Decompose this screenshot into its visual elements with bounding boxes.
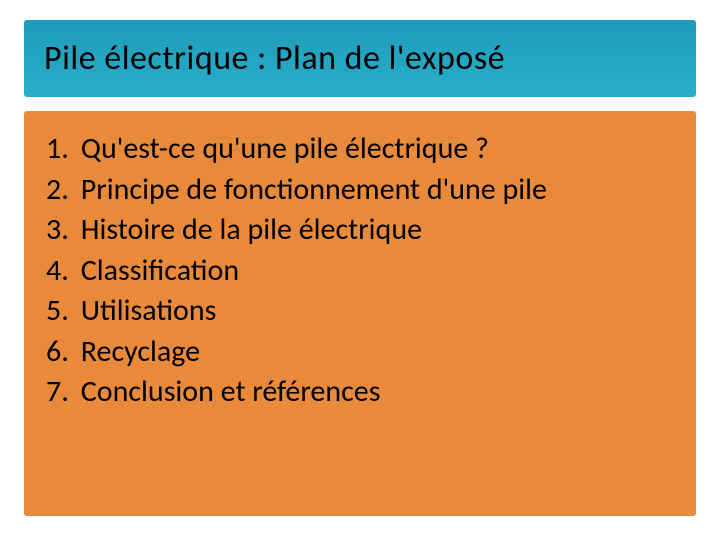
- list-item: 6. Recyclage: [46, 332, 547, 373]
- list-text: Qu'est-ce qu'une pile électrique ?: [81, 129, 547, 170]
- list-text: Principe de fonctionnement d'une pile: [81, 170, 547, 211]
- list-text: Conclusion et références: [81, 372, 547, 413]
- slide-title: Pile électrique : Plan de l'exposé: [24, 20, 696, 97]
- list-item: 5. Utilisations: [46, 291, 547, 332]
- list-item: 2. Principe de fonctionnement d'une pile: [46, 170, 547, 211]
- list-number: 5.: [46, 291, 81, 332]
- slide: Pile électrique : Plan de l'exposé 1. Qu…: [0, 0, 720, 540]
- list-number: 7.: [46, 372, 81, 413]
- list-text: Histoire de la pile électrique: [81, 210, 547, 251]
- list-number: 6.: [46, 332, 81, 373]
- outline-list: 1. Qu'est-ce qu'une pile électrique ? 2.…: [46, 129, 547, 413]
- list-number: 4.: [46, 251, 81, 292]
- list-item: 1. Qu'est-ce qu'une pile électrique ?: [46, 129, 547, 170]
- list-text: Utilisations: [81, 291, 547, 332]
- list-text: Classification: [81, 251, 547, 292]
- list-number: 2.: [46, 170, 81, 211]
- content-box: 1. Qu'est-ce qu'une pile électrique ? 2.…: [24, 111, 696, 516]
- list-item: 7. Conclusion et références: [46, 372, 547, 413]
- list-text: Recyclage: [81, 332, 547, 373]
- list-number: 3.: [46, 210, 81, 251]
- list-item: 3. Histoire de la pile électrique: [46, 210, 547, 251]
- list-item: 4. Classification: [46, 251, 547, 292]
- list-number: 1.: [46, 129, 81, 170]
